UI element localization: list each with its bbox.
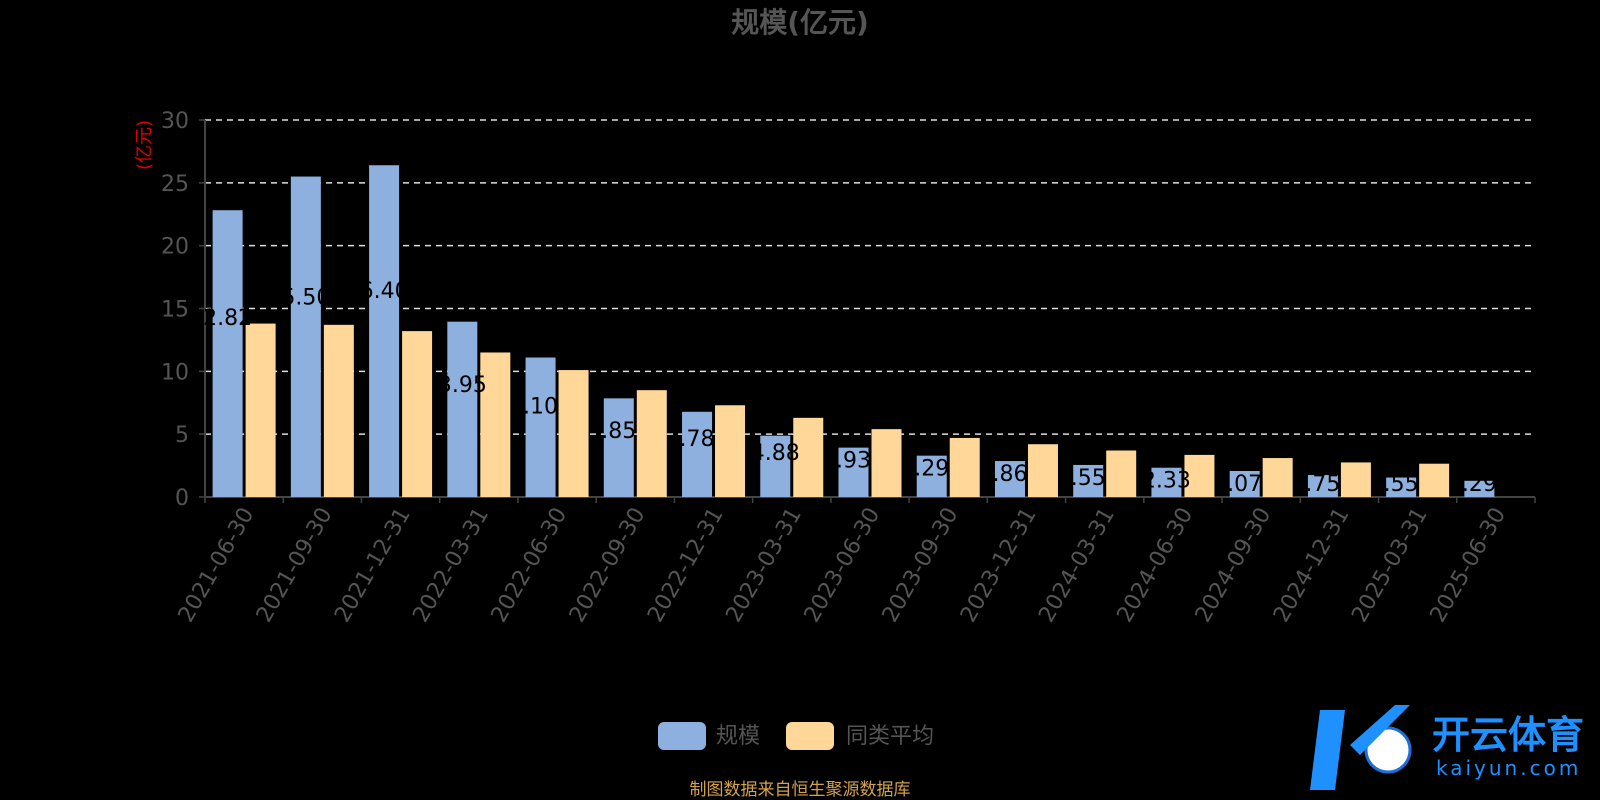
bar-average[interactable]: [323, 324, 354, 497]
bar-scale[interactable]: [1073, 464, 1104, 497]
bar-average[interactable]: [1262, 458, 1293, 497]
logo-ball-icon: [1364, 726, 1412, 774]
logo-text: 开云体育: [1432, 713, 1584, 757]
x-tick-label: 2024-06-30: [1113, 504, 1199, 627]
bar-data-label: .07: [1227, 472, 1262, 497]
bar-data-label: .75: [1305, 472, 1340, 497]
legend-item-scale[interactable]: 规模: [658, 722, 760, 750]
source-note: 制图数据来自恒生聚源数据库: [690, 780, 911, 800]
y-axis-unit-label: (亿元): [134, 120, 155, 170]
bar-average[interactable]: [558, 370, 589, 497]
legend-label-scale: 规模: [716, 724, 760, 749]
bar-scale[interactable]: [447, 321, 478, 497]
bar-scale[interactable]: [1386, 477, 1417, 497]
bar-average[interactable]: [402, 331, 433, 497]
bar-scale[interactable]: [1307, 475, 1338, 497]
legend: 规模 同类平均: [658, 722, 934, 750]
y-tick-label: 10: [161, 360, 189, 385]
x-tick-label: 2023-09-30: [878, 504, 964, 627]
x-tick-label: 2022-06-30: [487, 504, 573, 627]
bar-average[interactable]: [793, 417, 824, 497]
legend-label-average: 同类平均: [846, 724, 934, 749]
bar-scale[interactable]: [290, 176, 321, 498]
bar-scale[interactable]: [994, 461, 1025, 497]
watermark-logo: 开云体育 kaiyun.com: [1310, 705, 1584, 790]
x-tick-label: 2021-06-30: [174, 504, 260, 627]
bar-data-label: .29: [914, 457, 949, 482]
bar-data-label: 5.50: [281, 286, 330, 311]
y-tick-label: 30: [161, 109, 189, 134]
y-tick-label: 25: [161, 172, 189, 197]
bar-average[interactable]: [949, 437, 980, 497]
y-tick-label: 15: [161, 298, 189, 323]
bar-average[interactable]: [1340, 462, 1371, 497]
bar-average[interactable]: [636, 390, 667, 497]
x-tick-label: 2023-03-31: [721, 504, 807, 627]
chart-title: 规模(亿元): [731, 6, 869, 39]
y-tick-label: 0: [175, 486, 189, 511]
bar-average[interactable]: [871, 429, 902, 497]
bar-average[interactable]: [1106, 450, 1137, 497]
bar-data-label: 3.95: [438, 373, 487, 398]
bar-average[interactable]: [245, 323, 276, 497]
bars: [212, 165, 1495, 498]
bar-scale[interactable]: [212, 210, 243, 497]
bar-scale[interactable]: [1464, 480, 1495, 497]
x-tick-label: 2022-03-31: [408, 504, 494, 627]
bar-scale[interactable]: [369, 165, 400, 498]
bar-average[interactable]: [1419, 463, 1450, 497]
bar-scale[interactable]: [603, 398, 634, 497]
bar-scale[interactable]: [1229, 470, 1260, 497]
bar-data-label: .93: [836, 449, 871, 474]
bar-average[interactable]: [715, 405, 746, 497]
x-tick-label: 2023-06-30: [800, 504, 886, 627]
x-tick-label: 2024-03-31: [1034, 504, 1120, 627]
data-labels: 2.82 5.50 6.40 3.95 .10 .85 .78 4.88 .93 .29 .86 .5…: [203, 279, 1497, 497]
x-tick-label: 2021-09-30: [252, 504, 338, 627]
bar-data-label: .86: [992, 462, 1027, 487]
bar-average[interactable]: [1184, 454, 1215, 497]
legend-swatch-average: [786, 722, 834, 750]
x-tick-label: 2022-09-30: [565, 504, 651, 627]
x-tick-label: 2024-09-30: [1191, 504, 1277, 627]
x-tick-label: 2022-12-31: [643, 504, 729, 627]
bar-scale[interactable]: [525, 357, 556, 497]
bar-data-label: 4.88: [751, 441, 800, 466]
bar-data-label: .55: [1071, 466, 1106, 491]
bar-scale[interactable]: [760, 435, 791, 497]
legend-item-average[interactable]: 同类平均: [786, 722, 934, 750]
x-tick-label: 2025-06-30: [1425, 504, 1511, 627]
y-tick-label: 5: [175, 423, 189, 448]
bar-data-label: .10: [523, 394, 558, 419]
bar-average[interactable]: [480, 352, 511, 497]
bar-scale[interactable]: [916, 455, 947, 497]
legend-swatch-scale: [658, 722, 706, 750]
bar-average[interactable]: [1027, 444, 1058, 497]
bar-data-label: 2.82: [203, 306, 252, 331]
bar-scale[interactable]: [1151, 467, 1182, 497]
bar-scale[interactable]: [838, 447, 869, 497]
x-tick-label: 2023-12-31: [956, 504, 1042, 627]
y-tick-label: 20: [161, 235, 189, 260]
logo-k-icon: [1310, 705, 1410, 790]
x-tick-label: 2024-12-31: [1269, 504, 1355, 627]
x-tick-label: 2025-03-31: [1347, 504, 1433, 627]
bar-data-label: 2.33: [1142, 469, 1191, 494]
bar-data-label: .29: [1462, 472, 1497, 497]
logo-subtext: kaiyun.com: [1436, 756, 1581, 780]
x-axis-ticks: 2021-06-302021-09-302021-12-312022-03-31…: [174, 497, 1536, 627]
bar-data-label: .85: [601, 419, 636, 444]
bar-scale[interactable]: [682, 411, 713, 497]
y-axis-ticks: 0 5 10 15 20 25 30: [161, 109, 205, 511]
x-tick-label: 2021-12-31: [330, 504, 416, 627]
bar-data-label: .78: [680, 427, 715, 452]
bar-data-label: .55: [1384, 472, 1419, 497]
bar-data-label: 6.40: [360, 279, 409, 304]
